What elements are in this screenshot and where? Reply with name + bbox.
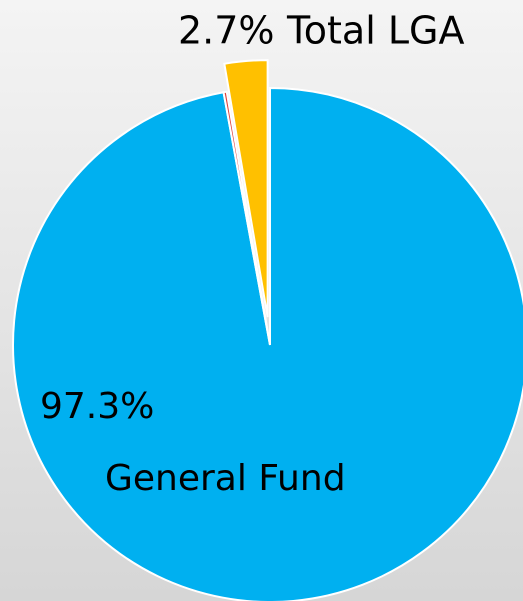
pie-slice [223,59,269,318]
pie-slice [222,90,271,346]
category-label: General Fund [105,458,346,499]
value-label: 2.7% [178,9,275,53]
value-label: 97.3% [40,386,154,427]
category-label: Total LGA [286,9,464,53]
